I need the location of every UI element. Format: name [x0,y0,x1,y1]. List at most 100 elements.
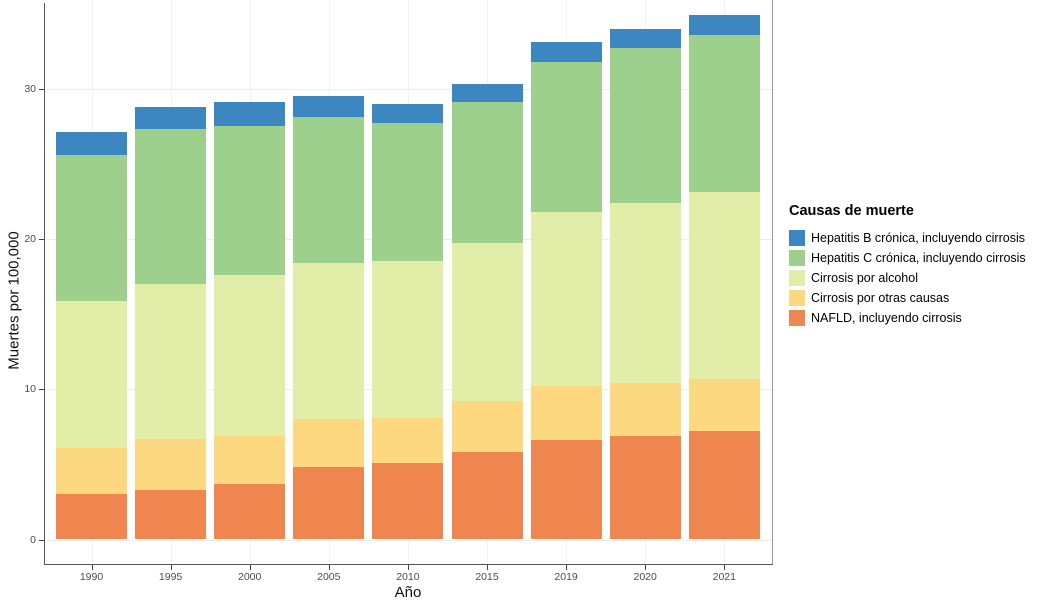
bar-segment [688,378,760,432]
x-tick-mark [249,565,251,570]
bar-segment [451,452,523,540]
bar-segment [372,462,444,540]
bar-segment [214,126,286,275]
bar-segment [214,274,286,436]
bar-segment [214,102,286,127]
x-tick-label: 2020 [633,571,657,583]
x-tick-label: 1990 [79,571,104,583]
bar-segment [56,447,127,495]
legend-swatch-icon [789,230,805,246]
bar-segment [135,284,207,439]
panel-border [772,0,773,564]
x-tick-mark [487,565,488,570]
bar-segment [609,435,681,540]
x-axis-title: Año [394,584,422,601]
bar-segment [214,435,286,484]
y-tick-label: 20 [24,232,36,245]
x-tick-label: 2010 [396,571,420,583]
bar-2005 [293,96,365,540]
x-tick-label: 2019 [554,571,578,583]
bar-segment [609,383,681,436]
bar-segment [609,48,681,203]
legend-label: Cirrosis por otras causas [811,291,950,305]
bar-segment [135,489,207,540]
y-tick-mark [39,539,44,541]
bar-2015 [451,84,523,540]
legend-swatch-icon [789,290,805,306]
bar-segment [530,386,602,441]
bar-segment [530,42,602,62]
bar-segment [688,192,760,379]
bar-segment [293,419,365,468]
x-tick-mark [328,565,330,570]
legend-title: Causas de muerte [789,203,914,219]
x-tick-label: 2005 [317,571,341,583]
legend-swatch-icon [789,250,805,266]
x-axis-line [44,564,773,565]
legend-label: Cirrosis por alcohol [811,271,918,285]
bar-segment [530,61,602,212]
bar-1995 [135,106,207,540]
bar-segment [609,28,681,49]
legend-item: Hepatitis B crónica, incluyendo cirrosis [789,230,1047,246]
y-axis-line [44,3,45,564]
y-tick-label: 0 [30,533,36,546]
bar-2000 [214,102,286,540]
bar-segment [688,431,760,540]
bar-segment [293,96,365,118]
bar-segment [372,261,444,418]
x-tick-mark [170,565,172,570]
legend-item: Cirrosis por alcohol [789,270,1047,286]
y-tick-label: 30 [24,82,36,95]
bar-segment [451,84,523,103]
x-tick-label: 2000 [238,571,262,583]
legend-item: Cirrosis por otras causas [789,290,1047,306]
bar-2010 [372,103,444,540]
legend-label: Hepatitis C crónica, incluyendo cirrosis [811,251,1026,265]
legend-label: NAFLD, incluyendo cirrosis [811,311,962,325]
plot-panel [44,0,772,564]
bar-segment [451,102,523,244]
bar-2019 [530,42,602,540]
bar-segment [451,401,523,453]
legend-swatch-icon [789,270,805,286]
x-tick-mark [645,565,647,570]
bar-segment [135,438,207,490]
y-tick-mark [39,88,44,90]
legend-label: Hepatitis B crónica, incluyendo cirrosis [811,231,1025,245]
y-tick-mark [39,389,44,391]
bar-segment [530,440,602,540]
bar-segment [688,34,760,193]
x-tick-mark [407,565,409,570]
bar-segment [56,300,127,448]
bar-segment [293,467,365,540]
x-tick-label: 1995 [158,571,183,583]
bar-segment [609,202,681,384]
legend: Causas de muerte Hepatitis B crónica, in… [789,203,1047,330]
bar-1990 [56,132,127,540]
bar-segment [214,483,286,540]
bar-segment [530,211,602,387]
bar-segment [372,103,444,124]
bar-2020 [609,28,681,540]
bar-segment [372,417,444,463]
bar-segment [56,132,127,155]
bar-segment [56,494,127,540]
x-tick-mark [724,565,726,570]
legend-item: Hepatitis C crónica, incluyendo cirrosis [789,250,1047,266]
bar-segment [135,106,207,130]
bar-2021 [688,14,760,540]
bar-segment [451,243,523,402]
bar-segment [688,14,760,35]
bar-segment [293,262,365,420]
bar-segment [56,154,127,301]
x-tick-label: 2021 [712,571,736,583]
bar-segment [135,129,207,284]
bar-segment [293,117,365,263]
legend-swatch-icon [789,310,805,326]
x-tick-mark [91,565,93,570]
x-tick-label: 2015 [475,571,499,583]
x-tick-mark [566,565,568,570]
legend-item: NAFLD, incluyendo cirrosis [789,310,1047,326]
